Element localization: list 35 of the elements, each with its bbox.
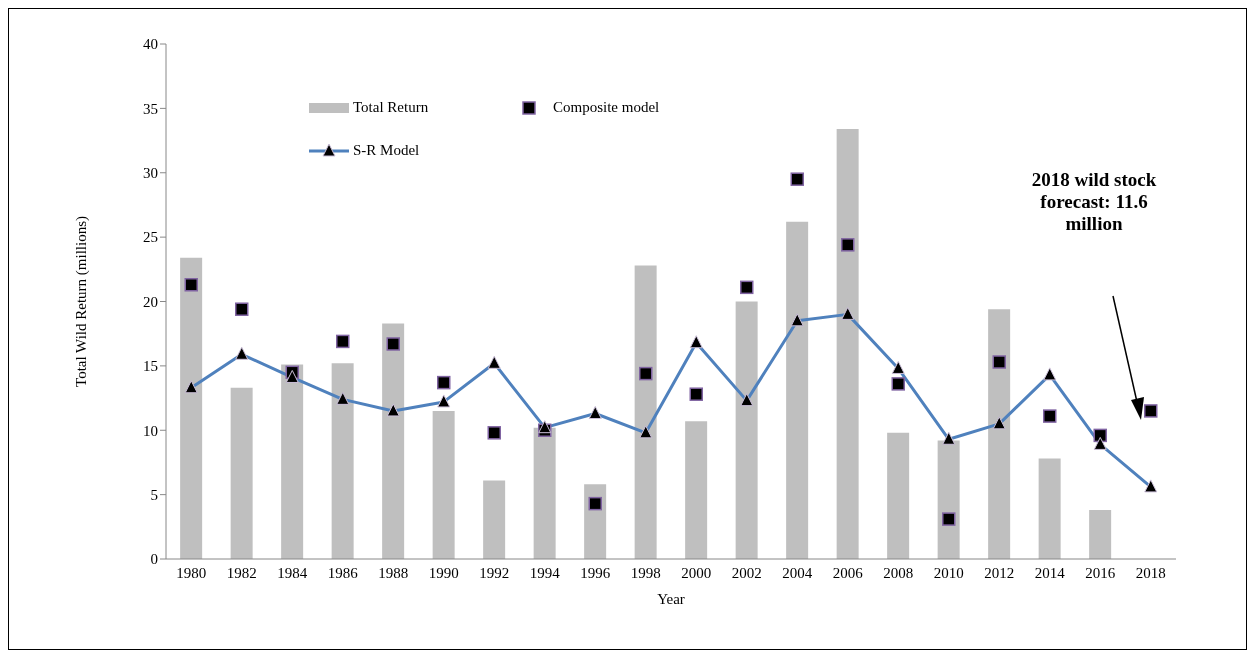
x-tick-label: 1990: [428, 564, 459, 581]
x-tick-label: 2004: [782, 564, 813, 581]
y-tick-label: 40: [143, 36, 158, 53]
x-tick-label: 1984: [277, 564, 308, 581]
y-tick-label: 20: [143, 293, 158, 310]
legend-label: S-R Model: [353, 142, 420, 159]
x-tick-label: 2016: [1085, 564, 1116, 581]
y-tick-label: 15: [143, 358, 158, 375]
x-tick-label: 2012: [984, 564, 1015, 581]
x-tick-label: 2018: [1135, 564, 1166, 581]
x-tick-label: 2006: [832, 564, 864, 581]
x-tick-label: 1986: [327, 564, 359, 581]
x-tick-label: 2014: [1034, 564, 1066, 581]
x-tick-label: 1996: [580, 564, 611, 581]
x-tick-label: 2002: [731, 564, 762, 581]
legend-label: Composite model: [553, 99, 660, 116]
y-tick-label: 30: [143, 165, 158, 182]
x-tick-label: 2000: [681, 564, 712, 581]
x-tick-label: 1994: [529, 564, 561, 581]
y-tick-label: 35: [143, 100, 158, 117]
y-tick-label: 0: [150, 551, 158, 568]
y-tick-label: 5: [150, 486, 158, 503]
x-axis-title: Year: [657, 591, 685, 607]
y-tick-label: 25: [143, 229, 158, 246]
x-tick-label: 1988: [378, 564, 409, 581]
legend-label: Total Return: [353, 99, 429, 116]
x-tick-label: 1998: [630, 564, 661, 581]
x-tick-label: 2008: [883, 564, 914, 581]
annotation: 2018 wild stock forecast: 11.6 million: [1030, 169, 1158, 235]
x-tick-label: 2010: [933, 564, 964, 581]
x-tick-label: 1980: [176, 564, 207, 581]
x-tick-label: 1982: [226, 564, 257, 581]
x-tick-label: 1992: [479, 564, 510, 581]
y-tick-label: 10: [143, 422, 158, 439]
y-axis-title: Total Wild Return (millions): [73, 216, 91, 387]
